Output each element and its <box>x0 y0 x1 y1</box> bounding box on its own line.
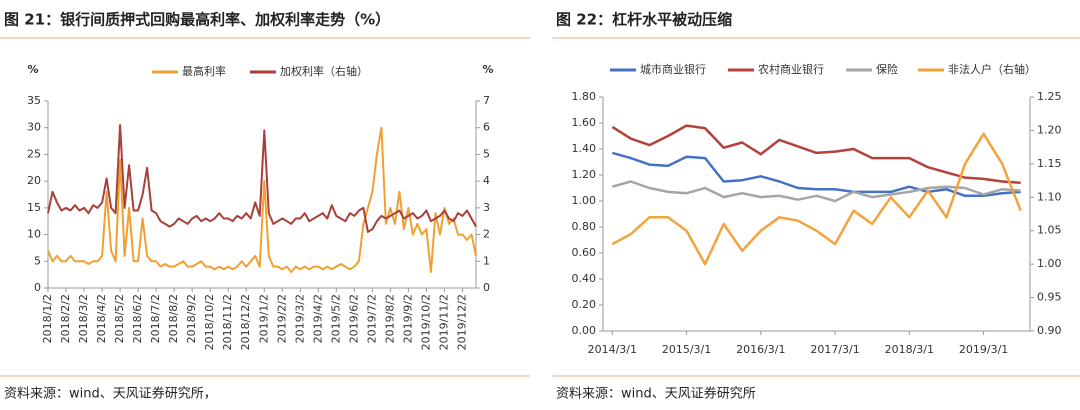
x-tick-label: 2018/9/2 <box>185 294 198 343</box>
y-tick-label: 35 <box>27 94 41 107</box>
source: 资料来源：wind、天风证券研究所， <box>4 386 217 402</box>
y-tick-label: 5 <box>34 254 41 267</box>
x-tick-label: 2019/6/2 <box>347 294 360 343</box>
y2-tick-label: 0.90 <box>1037 324 1062 337</box>
x-tick-label: 2018/8/2 <box>167 294 180 343</box>
y2-axis-label: % <box>482 63 493 76</box>
x-tick-label: 2019/12/2 <box>455 294 468 350</box>
y-tick-label: 20 <box>27 174 41 187</box>
y-tick-label: 0.20 <box>572 298 597 311</box>
x-tick-label: 2018/3/2 <box>77 294 90 343</box>
y-tick-label: 1.80 <box>572 90 597 103</box>
y2-tick-label: 6 <box>483 121 490 134</box>
y-tick-label: 1.20 <box>572 168 597 181</box>
y-tick-label: 1.40 <box>572 142 597 155</box>
y-tick-label: 0.00 <box>572 324 597 337</box>
x-tick-label: 2018/5/2 <box>113 294 126 343</box>
x-tick-label: 2016/3/1 <box>736 343 785 356</box>
x-tick-label: 2015/3/1 <box>662 343 711 356</box>
x-tick-label: 2019/11/2 <box>437 294 450 350</box>
y-tick-label: 0.60 <box>572 246 597 259</box>
y-tick-label: 1.00 <box>572 194 597 207</box>
legend-label: 农村商业银行 <box>758 62 824 76</box>
y2-tick-label: 1.20 <box>1037 123 1062 136</box>
x-tick-label: 2019/5/2 <box>329 294 342 343</box>
y-tick-label: 30 <box>27 121 41 134</box>
series-line <box>611 132 1022 266</box>
series-line <box>47 126 477 273</box>
chart-title: 图 21：银行间质押式回购最高利率、加权利率走势（%） <box>4 11 390 29</box>
legend-label: 加权利率（右轴） <box>280 64 368 78</box>
source: 资料来源：wind、天风证券研究所 <box>556 386 756 402</box>
x-tick-label: 2017/3/1 <box>810 343 859 356</box>
y2-tick-label: 1.10 <box>1037 190 1062 203</box>
y-tick-label: 15 <box>27 201 41 214</box>
x-tick-label: 2018/4/2 <box>95 294 108 343</box>
y2-tick-label: 5 <box>483 147 490 160</box>
series-line <box>611 151 1021 198</box>
x-tick-label: 2018/12/2 <box>239 294 252 350</box>
y-tick-label: 0 <box>34 281 41 294</box>
legend-label: 保险 <box>876 62 898 76</box>
y-tick-label: 1.60 <box>572 116 597 129</box>
x-tick-label: 2019/8/2 <box>383 294 396 343</box>
y2-tick-label: 1.05 <box>1037 224 1062 237</box>
x-tick-label: 2019/9/2 <box>401 294 414 343</box>
x-tick-label: 2019/3/1 <box>959 343 1008 356</box>
x-tick-label: 2019/2/2 <box>275 294 288 343</box>
y2-tick-label: 1.00 <box>1037 257 1062 270</box>
x-tick-label: 2019/3/2 <box>293 294 306 343</box>
y2-tick-label: 3 <box>483 201 490 214</box>
y-tick-label: 10 <box>27 228 41 241</box>
x-tick-label: 2018/11/2 <box>221 294 234 350</box>
y-tick-label: 0.80 <box>572 220 597 233</box>
x-tick-label: 2018/6/2 <box>131 294 144 343</box>
legend-label: 非法人户（右轴） <box>948 62 1036 76</box>
y-tick-label: 0.40 <box>572 272 597 285</box>
x-tick-label: 2019/4/2 <box>311 294 324 343</box>
y2-tick-label: 2 <box>483 228 490 241</box>
x-tick-label: 2018/1/2 <box>41 294 54 343</box>
series-line <box>611 124 1021 185</box>
x-tick-label: 2018/7/2 <box>149 294 162 343</box>
legend-label: 城市商业银行 <box>640 62 706 76</box>
y2-tick-label: 0 <box>483 281 490 294</box>
y2-tick-label: 1.15 <box>1037 157 1062 170</box>
x-tick-label: 2019/10/2 <box>419 294 432 350</box>
y2-tick-label: 1.25 <box>1037 90 1062 103</box>
x-tick-label: 2018/2/2 <box>59 294 72 343</box>
x-tick-label: 2019/7/2 <box>365 294 378 343</box>
y-tick-label: 25 <box>27 147 41 160</box>
y2-tick-label: 4 <box>483 174 490 187</box>
x-tick-label: 2018/3/1 <box>885 343 934 356</box>
legend-label: 最高利率 <box>182 64 226 78</box>
x-tick-label: 2018/10/2 <box>203 294 216 350</box>
y-axis-label: % <box>27 63 38 76</box>
y2-tick-label: 0.95 <box>1037 291 1062 304</box>
series-line <box>611 180 1021 203</box>
y2-tick-label: 7 <box>483 94 490 107</box>
x-tick-label: 2019/1/2 <box>257 294 270 343</box>
series-line <box>47 124 477 233</box>
y2-tick-label: 1 <box>483 254 490 267</box>
x-tick-label: 2014/3/1 <box>588 343 637 356</box>
chart-title: 图 22：杠杆水平被动压缩 <box>556 11 732 29</box>
